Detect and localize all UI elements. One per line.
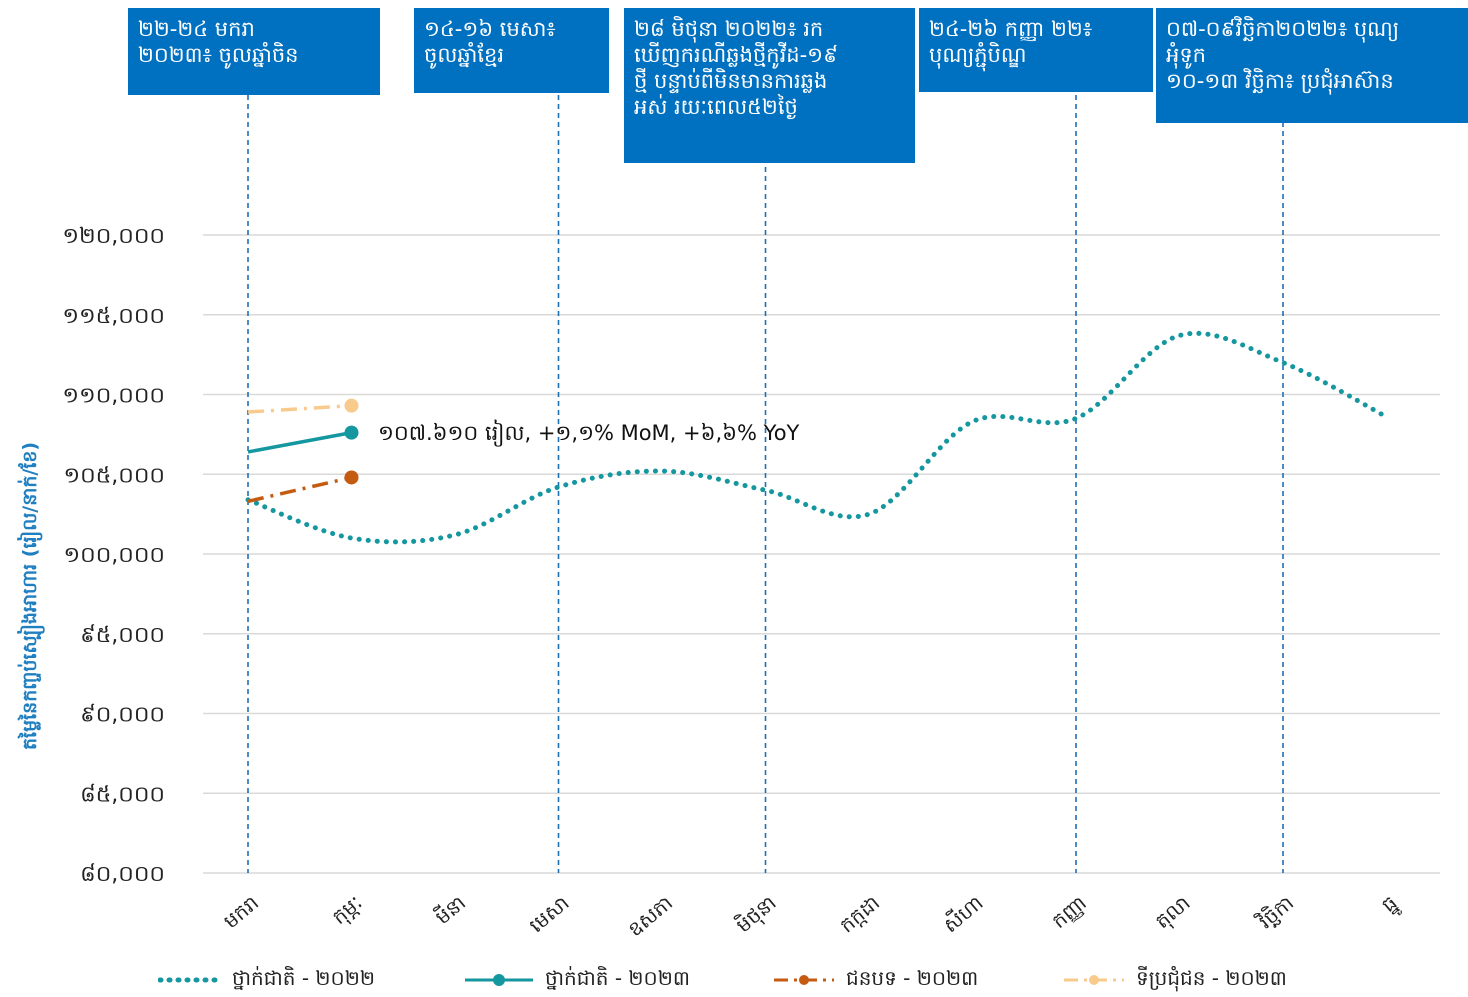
annotation-covid-case: ២៨ មិថុនា ២០២២៖ រក ឃើញករណីឆ្លងថ្មីកូវីដ-… (624, 8, 915, 163)
y-tick-label: ៩០,០០០ (80, 703, 165, 728)
series-line (247, 403, 352, 414)
x-tick-label: មេសា (524, 890, 573, 937)
legend-label: ថ្នាក់ជាតិ - ២០២៣ (545, 965, 690, 990)
series-end-point (344, 398, 359, 413)
legend-swatch-dotted-icon (158, 977, 222, 982)
y-tick-label: ១០៥,០០០ (63, 463, 165, 488)
annotation-khmer-new-year: ១៤-១៦ មេសា៖ ចូលឆ្នាំខ្មែរ (414, 8, 609, 93)
series-layer (245, 330, 1389, 545)
legend-item-national-2023: ថ្នាក់ជាតិ - ២០២៣ (463, 962, 690, 997)
chart-canvas: ៨០,០០០ ៨៥,០០០ ៩០,០០០ ៩៥,០០០ ១០០,០០០ ១០៥,០០០ ១១… (62, 95, 1440, 942)
x-tick-label: សីហា (938, 890, 988, 938)
gridlines (203, 234, 1440, 874)
legend-swatch-dashdot-light-icon (1064, 974, 1124, 985)
x-tick-label: កក្កដា (835, 890, 884, 937)
series-line (247, 475, 352, 504)
x-tick-label: មិថុនា (731, 890, 782, 939)
x-tick-label: វិច្ឆិកា (1252, 890, 1299, 935)
legend-item-urban-2023: ទីប្រជុំជន - ២០២៣ (1062, 962, 1287, 997)
y-tick-label: ១២០,០០០ (62, 224, 165, 249)
y-axis-label: តម្លៃនៃកញ្ចប់ស្បៀងអាហារ (រៀល/នាក់/ខែ) (19, 441, 41, 750)
legend-item-rural-2023: ជនបទ - ២០២៣ (772, 962, 978, 997)
series-end-point (344, 425, 359, 440)
x-tick-label: កញ្ញា (1047, 890, 1091, 933)
y-tick-label: ១០០,០០០ (63, 543, 165, 568)
annotation-chinese-new-year: ២២-២៤ មករា ២០២៣៖ ចូលឆ្នាំចិន (128, 8, 380, 95)
annotation-pchum-ben: ២៤-២៦ កញ្ញា ២២៖ បុណ្យភ្ជុំបិណ្ឌ (919, 8, 1153, 92)
legend-label: ថ្នាក់ជាតិ - ២០២២ (232, 965, 375, 990)
x-tick-label: មករា (219, 890, 264, 933)
legend-swatch-dashdot-icon (774, 974, 834, 985)
legend-label: ជនបទ - ២០២៣ (846, 965, 979, 990)
x-tick-label: ធ្នូ (1377, 890, 1405, 920)
event-lines (247, 95, 1284, 873)
x-tick-labels: មករា កុម្ភៈ មីនា មេសា ឧសភា មិថុនា កក្កដា សីហា កញ… (219, 890, 1405, 942)
legend: ថ្នាក់ជាតិ - ២០២២ ថ្នាក់ជាតិ - ២០២៣ ជនបទ… (0, 962, 1468, 997)
y-tick-label: ៨៥,០០០ (80, 782, 165, 807)
y-tick-label: ១១០,០០០ (62, 384, 165, 409)
series-end-point (344, 470, 359, 485)
x-tick-label: មីនា (430, 890, 470, 930)
legend-label: ទីប្រជុំជន - ២០២៣ (1136, 965, 1287, 990)
x-tick-label: តុលា (1150, 890, 1196, 934)
point-label: ១០៧.៦១០ រៀល, +១,១% MoM, +៦,៦% YoY (378, 419, 800, 447)
y-tick-labels: ៨០,០០០ ៨៥,០០០ ៩០,០០០ ៩៥,០០០ ១០០,០០០ ១០៥,០០០ ១១… (62, 224, 165, 887)
legend-item-national-2022: ថ្នាក់ជាតិ - ២០២២ (158, 962, 375, 997)
annotation-water-festival: ០៧-០៩វិច្ឆិកា២០២២៖ បុណ្យ អុំទូក ១០-១៣ វិ… (1156, 8, 1468, 123)
x-tick-label: ឧសភា (623, 890, 677, 941)
series-line (245, 330, 1389, 545)
legend-swatch-solid-icon (465, 973, 533, 986)
x-tick-label: កុម្ភៈ (327, 890, 368, 930)
y-tick-label: ១១៥,០០០ (62, 304, 165, 329)
y-tick-label: ៨០,០០០ (80, 862, 165, 887)
y-tick-label: ៩៥,០០០ (80, 623, 165, 648)
series-line (247, 430, 352, 454)
